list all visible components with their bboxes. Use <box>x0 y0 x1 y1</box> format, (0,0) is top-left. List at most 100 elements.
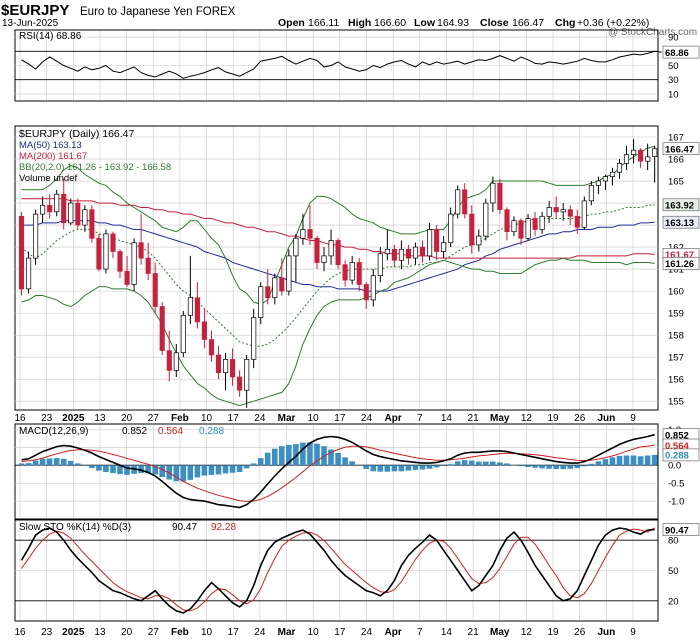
macd-legend-signal: 0.564 <box>158 426 183 437</box>
x-axis-label-bottom: 21 <box>468 627 480 638</box>
chg-label: Chg <box>555 17 575 29</box>
sto-d-line <box>21 527 655 612</box>
macd-histogram-bar <box>110 465 116 474</box>
macd-histogram-bar <box>257 458 264 466</box>
macd-histogram-bar <box>588 463 595 466</box>
x-axis-label-bottom: 14 <box>441 627 453 638</box>
x-axis-label-bottom: 26 <box>574 627 586 638</box>
candle-body <box>427 229 433 257</box>
macd-histogram-bar <box>391 465 398 472</box>
candle-body <box>588 185 594 202</box>
series-layer <box>18 50 662 614</box>
macd-histogram-bar <box>468 460 475 466</box>
sto-k-line <box>20 527 655 614</box>
macd-histogram-bar <box>335 453 341 466</box>
symbol: $EURJPY <box>1 2 69 19</box>
candle-body <box>419 246 426 257</box>
macd-tick-label: -0.5 <box>668 479 684 490</box>
open-value: 166.11 <box>308 17 339 29</box>
x-axis-label: Mar <box>278 413 296 424</box>
candle-body <box>441 242 447 252</box>
bb-low-value-tag: 161.26 <box>665 259 694 270</box>
ma50-line <box>21 220 655 292</box>
macd-histogram-bar <box>342 457 348 466</box>
price-tick-label: 166 <box>668 155 684 166</box>
candle-body <box>82 209 88 226</box>
macd-histogram-bar <box>229 465 236 473</box>
candle-body <box>300 229 306 239</box>
macd-histogram-bar <box>222 465 229 474</box>
candle-body <box>349 262 355 281</box>
candle-body <box>61 193 67 224</box>
macd-histogram-bar <box>377 465 384 472</box>
ohlc-quote: Open 166.11 High 166.60 Low 164.93 Close… <box>278 17 649 29</box>
watermark: @ StockCharts.com <box>608 27 697 38</box>
macd-histogram-bar <box>124 465 130 475</box>
candle-body <box>54 193 60 213</box>
rsi-legend-text: RSI(14) 68.86 <box>19 31 82 42</box>
macd-histogram-bar <box>581 465 588 467</box>
macd-histogram-bar <box>560 465 566 470</box>
x-axis-label-bottom: 9 <box>630 627 636 638</box>
candle-body <box>631 149 637 155</box>
x-axis-label: 13 <box>94 413 106 424</box>
macd-histogram-bar <box>180 465 187 482</box>
candle-body <box>152 273 158 307</box>
x-axis-label-bottom: 17 <box>228 627 240 638</box>
ma50-legend: MA(50) 163.13 <box>19 140 82 151</box>
macd-histogram-bar <box>272 448 278 466</box>
candle-body <box>68 202 74 224</box>
macd-legend-prefix: MACD(12,26,9) <box>19 426 88 437</box>
macd-histogram-bar <box>159 465 165 477</box>
candle-body <box>272 277 278 299</box>
candle-body <box>546 207 552 217</box>
candle-body <box>293 237 299 257</box>
macd-histogram-bar <box>644 455 651 466</box>
sto-k-value-tag-box <box>662 523 700 536</box>
x-axis-label: 7 <box>417 413 423 424</box>
macd-histogram-bar <box>321 446 327 466</box>
price-legend-title: $EURJPY (Daily) 166.47 <box>19 128 135 140</box>
x-axis-label-bottom: 27 <box>148 627 160 638</box>
macd-histogram-bar <box>419 465 426 470</box>
sto-legend-k: 90.47 <box>172 522 197 533</box>
candle-body <box>173 352 179 371</box>
candle-body <box>553 207 559 213</box>
x-axis-label: 27 <box>148 413 160 424</box>
candle-body <box>560 209 566 213</box>
candle-body <box>138 242 144 259</box>
macd-panel-frame <box>14 423 659 520</box>
candle-body <box>201 321 207 340</box>
candle-body <box>145 257 151 274</box>
macd-histogram-bar <box>630 455 637 466</box>
candle-body <box>595 180 601 186</box>
candle-body <box>26 257 32 290</box>
candle-body <box>391 248 397 261</box>
price-tick-label: 165 <box>668 177 684 188</box>
candle-body <box>314 237 320 263</box>
macd-histogram-bar <box>476 461 482 466</box>
x-axis-label-bottom: 12 <box>521 627 533 638</box>
rsi-value-tag-box <box>662 45 700 59</box>
price-tick-label: 162 <box>668 243 684 254</box>
macd-histogram-bar <box>349 461 355 466</box>
macd-histogram-bar <box>138 465 144 474</box>
candle-body <box>258 286 264 318</box>
x-axis-label: 21 <box>468 413 480 424</box>
macd-histogram-bar <box>637 456 644 466</box>
bb-mid-value-tag: 163.92 <box>665 201 694 212</box>
rsi-tick-label: 50 <box>668 61 679 72</box>
macd-histogram-bar <box>426 465 433 469</box>
bb-middle-line <box>21 204 655 347</box>
candle-body <box>223 359 229 373</box>
x-axis-label: 23 <box>41 413 53 424</box>
candle-body <box>335 240 341 266</box>
signal-value-tag: 0.564 <box>665 441 689 452</box>
x-axis-label-bottom: 2025 <box>62 627 85 638</box>
macd-histogram-bar <box>103 465 109 472</box>
x-axis-label: 14 <box>441 413 453 424</box>
macd-histogram-bar <box>75 463 81 466</box>
ma50-value-tag-box <box>662 215 700 229</box>
macd-histogram-bar <box>300 442 306 466</box>
macd-histogram-bar <box>243 465 250 469</box>
